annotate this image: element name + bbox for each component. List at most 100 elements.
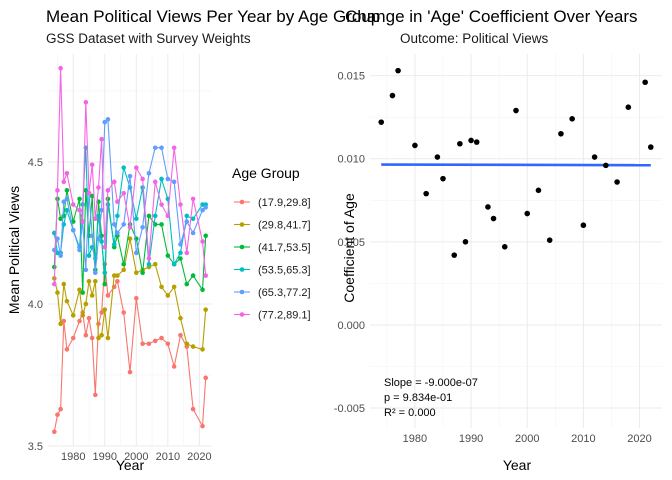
right-y-tick-label: 0.010 — [337, 154, 365, 166]
data-point — [165, 341, 171, 347]
data-point — [184, 213, 190, 219]
data-point — [127, 173, 133, 179]
scatter-point — [457, 140, 463, 147]
data-point — [70, 335, 76, 341]
annotation-line: R² = 0.000 — [384, 407, 436, 419]
data-point — [96, 321, 101, 327]
data-point — [55, 188, 60, 193]
data-point — [159, 335, 164, 341]
data-point — [200, 207, 205, 213]
data-point — [152, 179, 158, 185]
data-point — [121, 310, 126, 315]
left-x-tick-label: 1990 — [93, 451, 117, 463]
data-point — [96, 236, 101, 241]
scatter-point — [389, 92, 396, 99]
data-point — [89, 293, 95, 298]
data-point — [115, 273, 120, 278]
data-point — [86, 278, 92, 284]
data-point — [121, 267, 126, 273]
scatter-point — [423, 190, 429, 197]
scatter-point — [412, 142, 418, 149]
legend-item: (53.5,65.3] — [234, 265, 311, 277]
data-point — [152, 213, 158, 219]
left-x-tick-label: 2000 — [124, 451, 148, 463]
series-4 — [52, 145, 208, 276]
data-point — [159, 176, 164, 182]
left-chart-title: Mean Political Views Per Year by Age Gro… — [46, 7, 380, 26]
legend-item: (29.8,41.7] — [234, 220, 311, 232]
data-point — [102, 270, 108, 276]
data-point — [99, 207, 104, 213]
scatter-point — [451, 252, 458, 258]
data-point — [140, 270, 145, 276]
data-point — [64, 298, 70, 304]
data-point — [146, 213, 152, 219]
left-x-tick-label: 2010 — [156, 451, 180, 463]
data-point — [96, 335, 101, 341]
data-point — [171, 179, 177, 185]
right-y-tick-label: 0.000 — [337, 320, 365, 332]
left-y-tick-labels: 3.5 4.0 4.5 — [28, 157, 43, 453]
data-point — [52, 429, 57, 435]
right-y-tick-label: 0.015 — [337, 71, 365, 83]
legend-items: (17.9,29.8] (29.8,41.7] (41.7,53.5] (53.5,6… — [234, 197, 311, 322]
data-point — [165, 176, 171, 182]
data-point — [105, 188, 111, 193]
data-point — [93, 278, 98, 284]
right-chart-title: Change in 'Age' Coefficient Over Years — [345, 7, 638, 26]
data-point — [102, 281, 108, 287]
scatter-point — [642, 79, 648, 86]
right-y-tick-labels: -0.005 0.000 0.005 0.010 0.015 — [334, 71, 365, 415]
data-point — [171, 261, 177, 267]
data-point — [159, 222, 164, 227]
data-point — [190, 196, 196, 202]
data-point — [159, 202, 164, 207]
legend-item: (17.9,29.8] — [234, 197, 311, 209]
data-point — [121, 165, 126, 170]
data-point — [89, 233, 95, 239]
data-point — [134, 216, 139, 222]
data-point — [178, 250, 183, 256]
scatter-point — [558, 130, 564, 137]
data-point — [58, 253, 63, 258]
data-point — [203, 375, 208, 381]
legend-key-point — [239, 244, 245, 250]
legend-label: (77.2,89.1] — [258, 310, 311, 322]
annotation-line: p = 9.834e-01 — [384, 392, 452, 404]
data-point — [200, 423, 205, 429]
data-point — [64, 171, 70, 176]
data-point — [55, 290, 60, 295]
data-point — [127, 224, 133, 230]
data-point — [55, 412, 60, 418]
data-point — [86, 315, 92, 321]
series-5 — [52, 117, 208, 276]
data-point — [105, 335, 111, 341]
data-point — [178, 202, 183, 207]
legend-label: (17.9,29.8] — [258, 197, 311, 209]
data-point — [152, 261, 158, 267]
data-point — [190, 273, 196, 278]
data-point — [200, 239, 205, 244]
data-point — [184, 341, 190, 347]
legend-key-point — [239, 312, 245, 317]
data-point — [184, 281, 190, 287]
data-point — [61, 179, 67, 185]
data-point — [64, 188, 70, 193]
data-point — [102, 119, 108, 125]
data-point — [64, 347, 70, 352]
data-point — [58, 65, 63, 71]
left-y-axis-title: Mean Political Views — [6, 186, 22, 314]
data-point — [171, 145, 177, 151]
data-point — [77, 247, 82, 253]
left-chart-subtitle: GSS Dataset with Survey Weights — [46, 31, 251, 46]
data-point — [80, 219, 85, 224]
data-point — [184, 219, 190, 224]
right-x-tick-label: 2020 — [627, 433, 651, 445]
data-point — [89, 193, 95, 199]
data-point — [171, 364, 177, 369]
data-point — [83, 301, 89, 307]
data-point — [184, 250, 190, 256]
legend-label: (53.5,65.3] — [258, 265, 311, 277]
scatter-point — [569, 116, 575, 122]
data-point — [70, 227, 76, 233]
